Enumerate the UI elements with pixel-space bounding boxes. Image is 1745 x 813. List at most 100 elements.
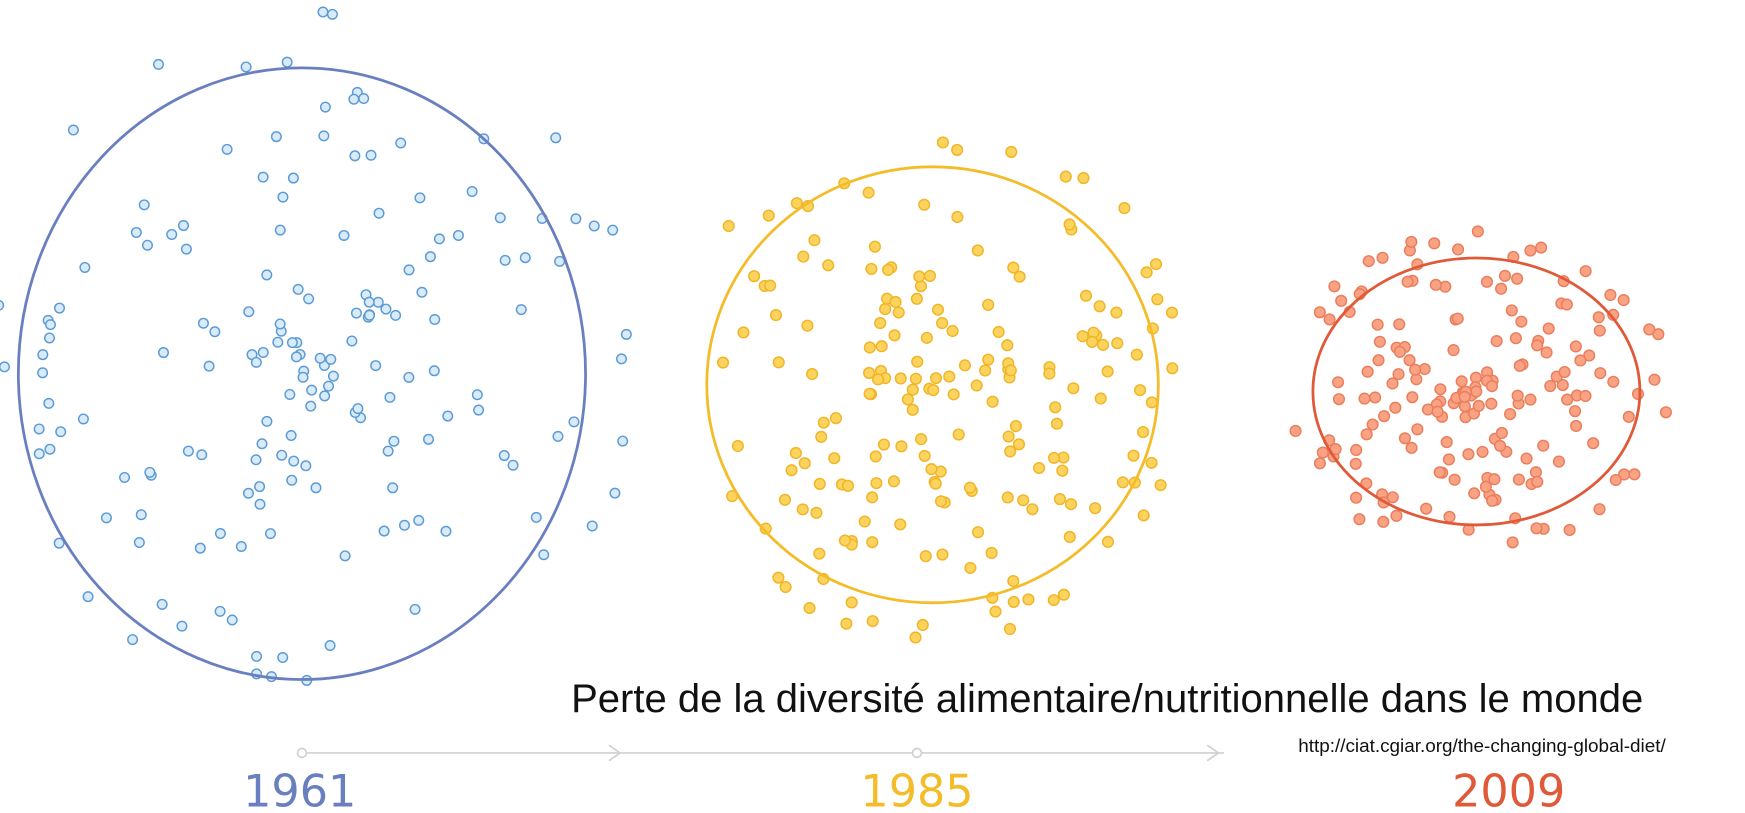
dot — [1609, 473, 1622, 487]
dot — [326, 8, 338, 20]
dot — [221, 143, 233, 155]
dot — [403, 371, 415, 383]
dot — [985, 546, 998, 560]
dot — [274, 318, 286, 330]
dot — [1118, 202, 1131, 215]
dot — [250, 356, 262, 368]
dot — [1165, 306, 1179, 319]
dot — [796, 503, 809, 516]
dot — [871, 373, 885, 386]
dot — [951, 210, 964, 224]
dot — [910, 292, 923, 305]
dot — [1561, 393, 1574, 406]
dot — [319, 101, 331, 113]
dot — [286, 337, 298, 349]
dot — [1110, 306, 1123, 319]
dot — [1643, 323, 1656, 336]
dot — [1617, 294, 1630, 307]
dot — [519, 252, 531, 264]
dot — [300, 460, 312, 472]
dot — [963, 481, 977, 494]
dot — [929, 372, 943, 385]
dot — [281, 56, 293, 68]
dot — [297, 371, 309, 383]
dot — [1004, 445, 1017, 458]
dot — [1393, 318, 1406, 331]
dot — [1631, 387, 1645, 400]
dot — [915, 433, 928, 446]
dot — [914, 280, 928, 293]
dot — [813, 477, 826, 490]
dot — [568, 416, 580, 428]
dot — [929, 477, 942, 490]
dot — [806, 367, 819, 381]
dot — [863, 341, 876, 354]
dot — [552, 430, 564, 442]
dot — [1485, 397, 1498, 410]
dot — [1047, 451, 1061, 464]
dot — [1421, 403, 1434, 416]
dot — [243, 306, 255, 318]
dot — [1392, 368, 1405, 381]
year-label: 1961 — [243, 766, 356, 813]
dot — [927, 384, 940, 397]
dot — [226, 614, 238, 626]
dot — [254, 498, 266, 510]
dot — [1369, 391, 1382, 404]
dot — [798, 457, 811, 470]
dot — [327, 370, 339, 382]
dot — [180, 243, 192, 255]
dot — [325, 353, 337, 365]
dot — [1332, 393, 1346, 406]
dot — [250, 454, 262, 466]
dot — [306, 384, 318, 396]
dot — [288, 455, 300, 467]
dot — [373, 207, 385, 219]
dot — [1607, 375, 1620, 388]
dot — [1328, 280, 1341, 293]
dot — [810, 506, 823, 519]
dot — [264, 528, 276, 540]
dot — [1403, 354, 1416, 367]
dot — [1101, 365, 1114, 378]
dot — [130, 226, 142, 238]
dot — [588, 220, 600, 232]
dot — [372, 296, 384, 308]
dot — [1513, 359, 1526, 372]
dot — [838, 534, 851, 547]
dot — [858, 515, 871, 528]
dot — [416, 286, 428, 298]
dot — [1003, 622, 1017, 635]
dot — [515, 304, 527, 316]
dot — [1050, 417, 1063, 430]
dot — [894, 518, 907, 531]
dot — [67, 124, 79, 136]
dot — [1007, 574, 1020, 588]
dot — [314, 352, 326, 364]
dot — [274, 224, 286, 236]
dot — [1471, 225, 1484, 238]
dot — [285, 430, 297, 442]
dot — [1520, 452, 1533, 465]
dot — [338, 229, 350, 241]
dot — [868, 240, 882, 253]
dot — [257, 171, 269, 183]
dot — [971, 526, 985, 539]
dot — [952, 428, 965, 441]
dot — [133, 537, 145, 549]
dot — [1111, 337, 1124, 350]
dot — [909, 372, 922, 385]
dot — [1648, 373, 1661, 386]
dot — [1026, 503, 1039, 516]
dot — [617, 435, 629, 447]
dot — [1593, 503, 1606, 516]
dot — [1476, 445, 1489, 458]
dot — [1079, 289, 1093, 302]
dot — [1451, 243, 1465, 256]
dot — [1001, 339, 1014, 352]
dot — [1361, 365, 1374, 378]
dot — [1166, 362, 1179, 375]
dot — [936, 136, 949, 149]
dot — [1145, 456, 1158, 469]
dot — [607, 224, 619, 236]
